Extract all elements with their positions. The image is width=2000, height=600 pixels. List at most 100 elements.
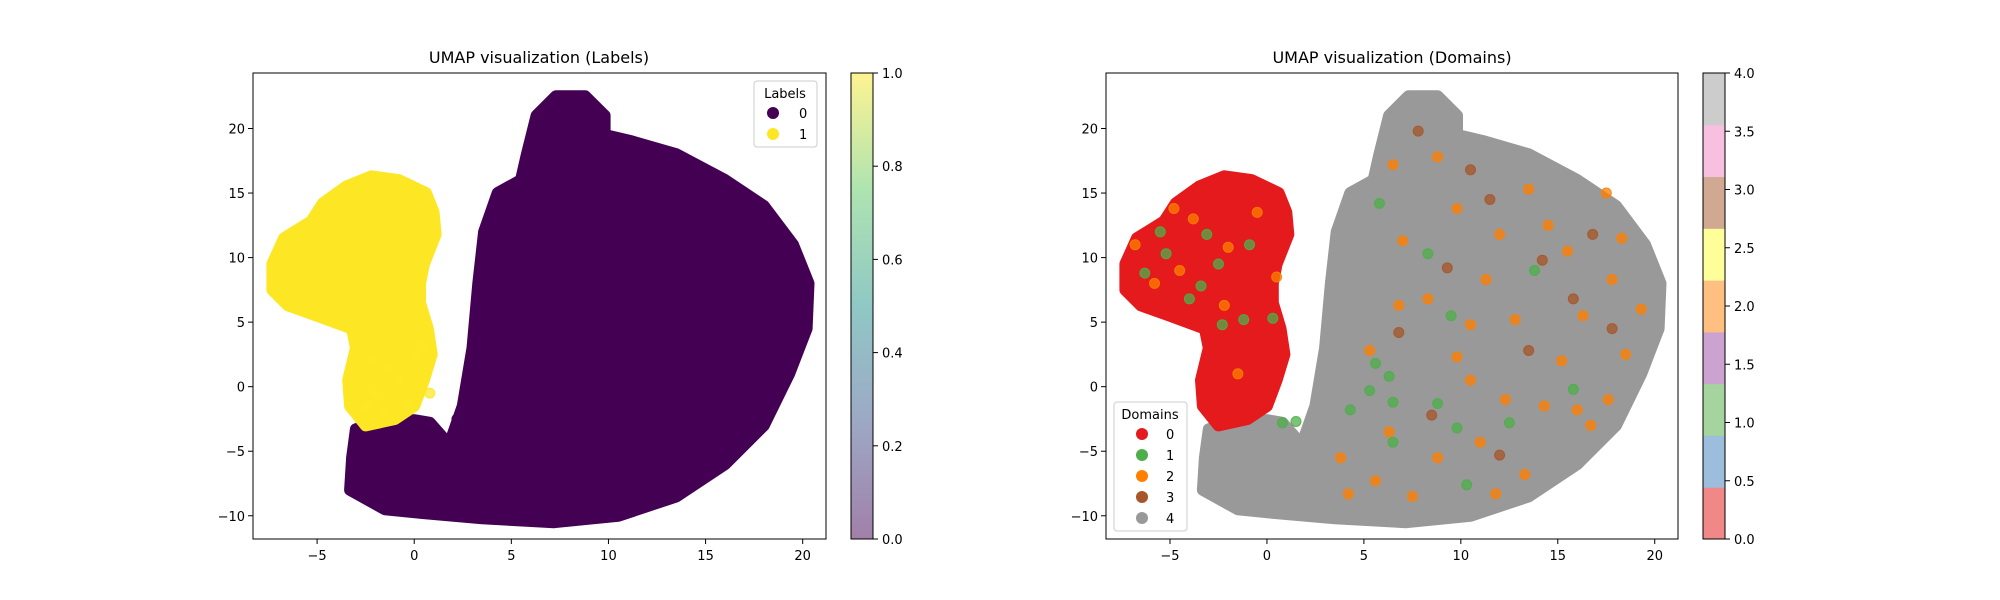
y-tick-label: 15 <box>228 187 245 202</box>
legend-marker-4 <box>1136 512 1148 524</box>
colorbar-tick-label: 3.0 <box>1734 184 1755 199</box>
colorbar-tick-label: 0.4 <box>882 347 903 362</box>
x-tick-label: 5 <box>1360 549 1368 564</box>
point-series-1-23 <box>1529 265 1540 276</box>
point-series-0-9 <box>690 325 702 337</box>
y-tick-label: 0 <box>237 381 245 396</box>
point-series-2-20 <box>1620 348 1632 360</box>
point-series-1-7 <box>1238 314 1250 326</box>
point-series-2-0 <box>1168 203 1180 214</box>
point-series-2-1 <box>1149 277 1160 289</box>
point-series-0-4 <box>622 306 634 318</box>
x-tick-label: −5 <box>1160 549 1179 564</box>
y-tick-label: −5 <box>226 445 245 460</box>
colorbar-band-2 <box>1703 383 1725 436</box>
point-series-2-46 <box>1422 293 1434 305</box>
x-tick-label: 10 <box>1453 549 1470 564</box>
point-series-1-1 <box>1160 248 1172 260</box>
point-series-1-6 <box>1213 258 1224 270</box>
x-tick-label: 10 <box>600 549 617 564</box>
point-series-0-7 <box>768 316 780 328</box>
point-series-2-11 <box>1451 203 1463 214</box>
point-series-0-24 <box>612 478 624 489</box>
legend-label-1: 1 <box>1166 449 1174 464</box>
colorbar: 0.0 0.5 1.0 1.5 2.0 2.5 3.0 3.5 4.0 <box>1702 67 1755 548</box>
y-tick-label: 10 <box>1081 252 1098 267</box>
point-series-2-21 <box>1538 400 1550 412</box>
point-series-1-6 <box>360 400 372 412</box>
point-series-1-13 <box>1364 385 1376 397</box>
legend-marker-1 <box>767 128 779 140</box>
x-axis: −5 0 5 10 15 20 <box>308 539 811 564</box>
point-series-1-15 <box>1276 417 1288 429</box>
point-series-1-4 <box>1216 319 1228 331</box>
point-series-2-5 <box>1174 265 1186 276</box>
point-series-0-23 <box>544 448 556 460</box>
point-series-0-26 <box>665 481 677 493</box>
point-series-1-7 <box>402 398 414 409</box>
legend-marker-3 <box>1136 491 1148 503</box>
x-tick-label: 20 <box>1646 549 1663 564</box>
point-series-2-29 <box>1342 488 1354 500</box>
point-series-1-0 <box>1139 267 1151 279</box>
colorbar-tick-label: 0.8 <box>882 160 903 175</box>
point-series-0-2 <box>665 258 677 270</box>
series-4-cloud <box>1196 90 1667 529</box>
point-series-0-15 <box>647 351 659 363</box>
point-series-2-35 <box>1432 151 1444 163</box>
point-series-1-26 <box>1422 248 1434 260</box>
point-series-1-8 <box>424 387 436 399</box>
legend: Labels 0 1 <box>753 80 818 148</box>
legend-marker-0 <box>767 107 779 119</box>
point-series-3-0 <box>1412 125 1424 137</box>
x-tick-label: 5 <box>507 549 515 564</box>
point-series-2-7 <box>1218 299 1230 311</box>
point-series-1-19 <box>1387 436 1399 448</box>
point-series-2-4 <box>1251 206 1263 218</box>
point-series-0-5 <box>470 306 482 318</box>
point-series-2-13 <box>1600 187 1612 199</box>
point-series-0-10 <box>651 361 663 373</box>
colorbar-tick-label: 0.0 <box>882 533 903 548</box>
legend-marker-2 <box>1136 470 1148 482</box>
point-series-2-34 <box>1494 228 1506 240</box>
point-series-3-5 <box>1393 327 1405 338</box>
point-series-2-32 <box>1465 374 1476 386</box>
y-tick-label: 20 <box>1081 123 1098 138</box>
y-tick-label: 10 <box>228 252 245 267</box>
colorbar-tick-label: 0.6 <box>882 253 903 268</box>
colorbar-tick-label: 4.0 <box>1734 67 1755 82</box>
chart-title: UMAP visualization (Domains) <box>1272 48 1511 67</box>
colorbar-frame <box>850 72 874 540</box>
point-series-0-11 <box>700 387 712 399</box>
point-series-3-2 <box>1536 254 1548 266</box>
point-series-2-27 <box>1519 469 1531 480</box>
point-series-2-22 <box>1585 419 1597 431</box>
point-series-1-0 <box>366 352 377 364</box>
point-series-2-30 <box>1393 299 1405 311</box>
point-series-2-17 <box>1606 274 1618 285</box>
point-series-1-16 <box>1290 416 1302 427</box>
point-series-0-18 <box>632 422 644 434</box>
point-series-2-33 <box>1556 355 1568 367</box>
x-tick-label: −5 <box>308 549 327 564</box>
point-series-2-38 <box>1571 404 1583 416</box>
axes-frame <box>1105 72 1679 540</box>
legend-label-2: 2 <box>1166 470 1174 485</box>
point-series-2-10 <box>1387 159 1399 171</box>
colorbar-gradient <box>851 73 873 539</box>
point-series-3-10 <box>1426 409 1438 421</box>
point-series-2-28 <box>1406 490 1418 502</box>
point-series-2-19 <box>1509 314 1521 326</box>
y-tick-label: −10 <box>1071 510 1098 525</box>
point-series-0-27 <box>554 488 566 500</box>
legend: Domains 0 1 2 3 4 <box>1113 401 1188 532</box>
y-tick-label: −10 <box>218 510 245 525</box>
legend-marker-1 <box>1136 449 1148 461</box>
point-series-2-41 <box>1451 351 1463 363</box>
point-series-0-19 <box>589 426 601 438</box>
point-series-3-4 <box>1441 262 1453 274</box>
colorbar-tick-label: 0.5 <box>1734 475 1755 490</box>
colorbar: 0.0 0.2 0.4 0.6 0.8 1.0 <box>850 67 903 548</box>
